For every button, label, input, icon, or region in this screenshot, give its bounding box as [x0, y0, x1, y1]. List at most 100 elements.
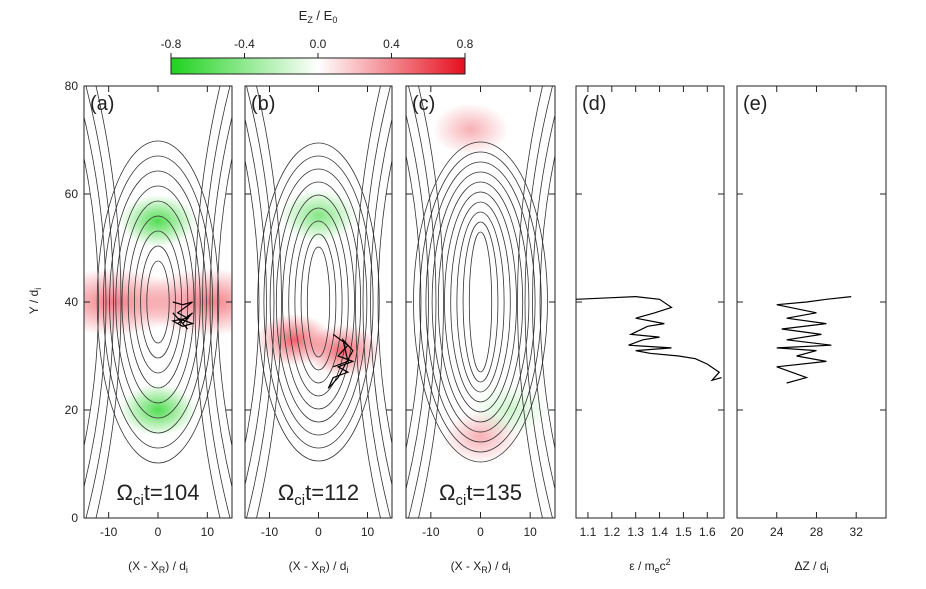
x-tick-label: 1.4 — [651, 525, 668, 539]
y-tick-label: 60 — [65, 187, 79, 201]
x-tick-label: 28 — [810, 525, 824, 539]
field-line — [431, 171, 530, 433]
colorbar-gradient — [170, 57, 466, 75]
field-feature — [432, 103, 509, 156]
x-tick-label: 24 — [770, 525, 784, 539]
field-line — [217, 156, 232, 448]
x-tick-label: 1.5 — [675, 525, 692, 539]
field-line — [246, 86, 275, 518]
x-tick-label: 10 — [201, 525, 215, 539]
x-tick-label: 1.1 — [580, 525, 597, 539]
colorbar: EZ / E0 -0.8 -0.4 0.0 0.4 0.8 — [161, 8, 474, 75]
field-line — [127, 215, 189, 389]
field-line — [539, 153, 555, 451]
field-feature — [472, 384, 549, 436]
trace-line — [576, 295, 722, 382]
field-line — [121, 200, 195, 404]
x-tick-label: 1.2 — [603, 525, 620, 539]
field-lines — [84, 86, 232, 518]
colorbar-tick-label: -0.4 — [234, 37, 255, 51]
time-label: Ωcit=112 — [278, 480, 359, 509]
field-line — [468, 231, 493, 373]
x-tick-label: 1.6 — [699, 525, 716, 539]
field-map — [432, 103, 549, 463]
field-line — [140, 245, 176, 359]
particle-trajectory — [327, 333, 355, 389]
colorbar-label: EZ / E0 — [299, 8, 338, 25]
field-line — [532, 113, 555, 491]
field-line — [437, 181, 524, 423]
field-line — [444, 191, 517, 413]
field-line — [103, 155, 213, 449]
colorbar-tick-label: -0.8 — [161, 37, 182, 51]
panel-e: (e) 20 24 28 32 ΔZ / di — [730, 85, 887, 575]
x-tick-label: -10 — [422, 525, 440, 539]
y-axis-label: Y / di — [27, 288, 43, 314]
field-line — [300, 233, 337, 371]
field-line — [419, 151, 542, 453]
colorbar-tick-label: 0.8 — [457, 37, 474, 51]
plot-frame — [244, 85, 393, 519]
panel-b: Ωcit=112 (b) -10 0 10 (X - XR) / di — [244, 85, 393, 575]
field-line — [269, 168, 368, 436]
field-line — [245, 158, 260, 446]
particle-trajectory — [171, 301, 195, 330]
field-line — [306, 246, 331, 358]
field-lines — [406, 86, 555, 518]
y-tick-label: 40 — [65, 295, 79, 309]
field-line — [377, 158, 392, 446]
field-line — [425, 161, 536, 443]
field-feature — [137, 268, 232, 336]
x-axis-label: (X - XR) / di — [128, 559, 188, 575]
field-line — [408, 86, 437, 518]
x-tick-label: 0 — [155, 525, 162, 539]
field-line — [194, 86, 221, 518]
field-line — [209, 115, 232, 489]
field-line — [263, 155, 374, 449]
field-line — [109, 170, 207, 434]
x-tick-label: -10 — [100, 525, 118, 539]
field-map — [256, 189, 381, 377]
x-axis-label: (X - XR) / di — [289, 559, 349, 575]
field-line — [245, 117, 267, 487]
field-line — [418, 86, 444, 518]
field-line — [450, 201, 511, 403]
colorbar-tick-label: 0.0 — [310, 37, 327, 51]
trace-line — [776, 296, 852, 384]
field-line — [257, 142, 380, 462]
panel-d: (d) 1.1 1.2 1.3 1.4 1.5 1.6 ε / mec2 — [575, 85, 725, 575]
x-axis-label: ΔZ / di — [794, 559, 828, 575]
field-line — [456, 211, 505, 393]
y-tick-label: 20 — [65, 403, 79, 417]
field-line — [256, 86, 282, 518]
panel-a: Ωcit=104 (a) 0 20 40 60 80 -10 0 10 (X - XR) / di — [65, 79, 233, 575]
field-line — [406, 113, 429, 491]
y-tick-label: 80 — [65, 79, 79, 93]
field-line — [115, 185, 201, 419]
x-tick-label: 0 — [477, 525, 484, 539]
field-line — [96, 140, 220, 464]
colorbar-tick-label: 0.4 — [383, 37, 400, 51]
field-line — [370, 117, 392, 487]
field-feature — [120, 195, 196, 247]
panel-c: Ωcit=135 (c) -10 0 10 (X - XR) / di — [405, 85, 556, 575]
field-line — [462, 221, 499, 383]
panel-label: (b) — [251, 93, 275, 115]
x-tick-label: 10 — [523, 525, 537, 539]
field-line — [202, 86, 231, 518]
x-axis-label: (X - XR) / di — [451, 559, 511, 575]
field-line — [84, 115, 107, 489]
panel-label: (e) — [743, 93, 767, 115]
field-line — [85, 86, 114, 518]
field-line — [84, 156, 99, 448]
field-line — [524, 86, 553, 518]
x-axis-label: ε / mec2 — [629, 557, 670, 575]
field-line — [406, 153, 422, 451]
time-label: Ωcit=104 — [117, 480, 200, 509]
field-line — [282, 194, 355, 410]
x-tick-label: 10 — [361, 525, 375, 539]
x-tick-label: 0 — [315, 525, 322, 539]
time-label: Ωcit=135 — [439, 480, 522, 509]
x-tick-label: -10 — [261, 525, 279, 539]
